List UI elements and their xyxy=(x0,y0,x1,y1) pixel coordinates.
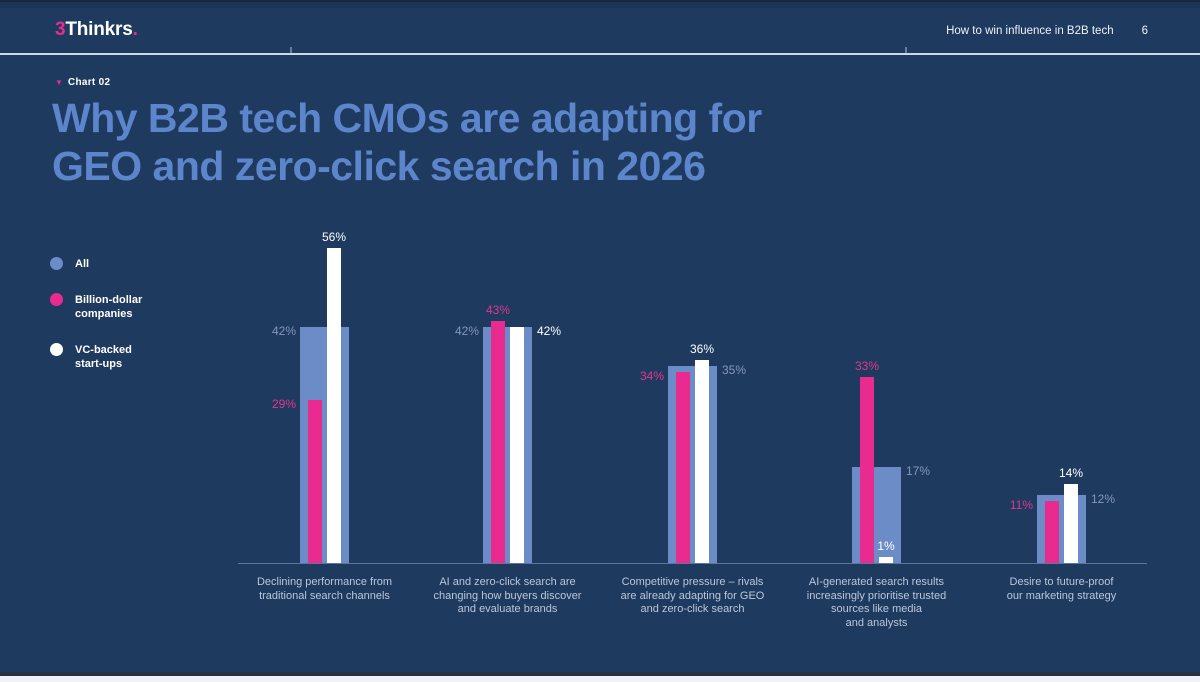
legend-dot-icon xyxy=(50,293,63,306)
bar-billion-dollar-companies-3 xyxy=(860,377,874,563)
bar-billion-dollar-companies-2 xyxy=(676,372,690,563)
legend-item-all: All xyxy=(50,257,142,271)
bottom-edge-dark xyxy=(0,672,1200,676)
bar-vc-backed-start-ups-0 xyxy=(327,248,341,563)
category-label-3: AI-generated search results increasingly… xyxy=(806,576,947,629)
brand-logo: 3Thinkrs. xyxy=(55,19,138,41)
bar-vc-backed-start-ups-3 xyxy=(879,557,893,563)
bar-value-label: 42% xyxy=(271,324,296,338)
bar-value-label: 17% xyxy=(906,464,931,478)
header-divider xyxy=(0,53,1200,55)
bar-vc-backed-start-ups-2 xyxy=(695,360,709,563)
bar-value-label: 34% xyxy=(639,369,664,383)
bar-value-label: 33% xyxy=(854,359,880,373)
title-line-2: GEO and zero-click search in 2026 xyxy=(52,143,706,189)
bar-value-label: 43% xyxy=(485,303,511,317)
header-divider-tick xyxy=(290,47,292,53)
bar-value-label: 14% xyxy=(1058,466,1084,480)
bar-value-label: 12% xyxy=(1091,492,1116,506)
legend-item-vc-backed-start-ups: VC-backed start-ups xyxy=(50,343,142,371)
bar-value-label: 36% xyxy=(689,342,715,356)
slide-title: Why B2B tech CMOs are adapting for GEO a… xyxy=(52,94,762,190)
category-label-0: Declining performance from traditional s… xyxy=(256,576,393,602)
bar-value-label: 56% xyxy=(321,230,347,244)
header-divider-tick xyxy=(905,47,907,53)
legend-item-billion-dollar-companies: Billion-dollar companies xyxy=(50,293,142,321)
logo-name: Thinkrs xyxy=(65,19,133,40)
header-right: How to win influence in B2B tech 6 xyxy=(946,25,1148,37)
top-edge-strip xyxy=(0,0,1200,8)
logo-mark: 3 xyxy=(55,19,66,40)
chart-kicker: ▼ Chart 02 xyxy=(55,77,110,88)
logo-dot: . xyxy=(132,19,138,40)
kicker-label: Chart 02 xyxy=(67,77,111,88)
bar-value-label: 1% xyxy=(877,539,895,553)
bar-value-label: 29% xyxy=(271,397,296,411)
bar-vc-backed-start-ups-1 xyxy=(510,327,524,563)
page-number: 6 xyxy=(1141,25,1148,37)
legend-dot-icon xyxy=(50,257,63,270)
legend-label: All xyxy=(75,258,90,270)
bar-vc-backed-start-ups-4 xyxy=(1064,484,1078,563)
bar-billion-dollar-companies-1 xyxy=(491,321,505,563)
category-label-4: Desire to future-proof our marketing str… xyxy=(1006,576,1117,602)
category-label-1: AI and zero-click search are changing ho… xyxy=(433,576,582,615)
bar-value-label: 35% xyxy=(722,363,747,377)
legend-dot-icon xyxy=(50,343,63,356)
x-axis-line xyxy=(238,563,1147,564)
bar-value-label: 11% xyxy=(1009,498,1033,512)
bar-billion-dollar-companies-0 xyxy=(308,400,322,563)
category-label-2: Competitive pressure – rivals are alread… xyxy=(620,576,765,615)
triangle-marker-icon: ▼ xyxy=(55,77,63,87)
header-title: How to win influence in B2B tech xyxy=(946,25,1114,37)
title-line-1: Why B2B tech CMOs are adapting for xyxy=(52,95,762,141)
legend-label: Billion-dollar companies xyxy=(75,294,143,320)
chart-legend: All Billion-dollar companies VC-backed sta… xyxy=(50,257,142,371)
legend-label: VC-backed start-ups xyxy=(75,344,132,370)
bar-value-label: 42% xyxy=(454,324,479,338)
bottom-edge-light xyxy=(0,676,1200,682)
bar-value-label: 42% xyxy=(537,324,562,338)
bar-billion-dollar-companies-4 xyxy=(1045,501,1059,563)
